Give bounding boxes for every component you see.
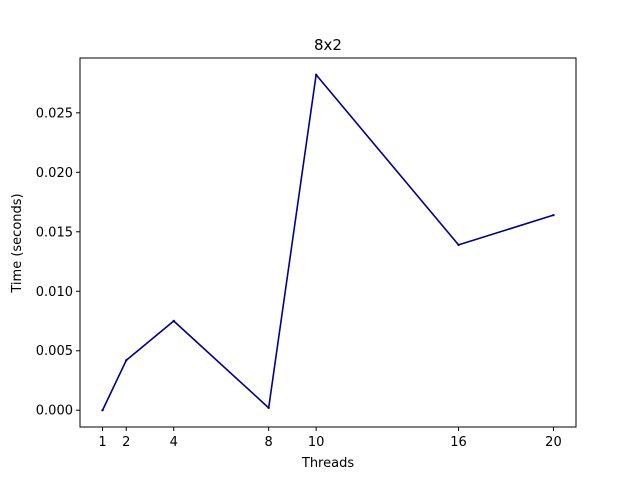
x-tick-label: 4 [170, 435, 178, 450]
chart-title: 8x2 [314, 36, 342, 54]
data-point [457, 243, 460, 247]
x-tick-label: 1 [98, 435, 106, 450]
data-point [267, 406, 270, 410]
y-tick-label: 0.025 [36, 106, 73, 121]
y-tick-label: 0.015 [36, 225, 73, 240]
y-axis-ticks: 0.000 0.005 0.010 0.015 0.020 0.025 [36, 106, 80, 419]
y-tick-label: 0.000 [36, 404, 73, 419]
x-tick-label: 2 [122, 435, 130, 450]
x-axis-ticks: 1 2 4 8 10 16 20 [98, 427, 562, 450]
y-tick-label: 0.020 [36, 166, 73, 181]
plot-frame [79, 57, 577, 428]
plot-area [79, 57, 577, 428]
data-point [101, 409, 104, 412]
y-tick-label: 0.010 [36, 285, 73, 300]
x-tick-label: 16 [450, 435, 467, 450]
series-line-1 [101, 73, 554, 411]
data-point [552, 213, 555, 217]
y-tick-label: 0.005 [36, 344, 73, 359]
x-axis-label: Threads [301, 456, 354, 471]
x-tick-label: 8 [265, 435, 273, 450]
x-tick-label: 10 [308, 435, 325, 450]
x-tick-label: 20 [545, 435, 562, 450]
data-point [125, 359, 128, 362]
data-point [172, 319, 175, 323]
data-point [314, 73, 318, 76]
y-axis-label: Time (seconds) [10, 193, 25, 293]
